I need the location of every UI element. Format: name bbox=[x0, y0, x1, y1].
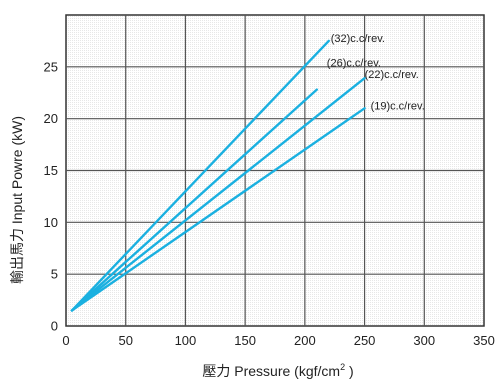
series-line bbox=[70, 39, 330, 312]
x-tick-label: 350 bbox=[473, 333, 495, 348]
y-tick-label: 20 bbox=[44, 111, 58, 126]
y-tick-label: 25 bbox=[44, 59, 58, 74]
series-label: (22)c.c/rev. bbox=[365, 69, 419, 81]
series-label: (26)c.c/rev. bbox=[327, 58, 381, 70]
series-line bbox=[70, 107, 366, 312]
series-lines bbox=[70, 39, 366, 312]
x-tick-label: 150 bbox=[234, 333, 256, 348]
y-tick-label: 0 bbox=[51, 319, 58, 334]
series-label: (19)c.c/rev. bbox=[371, 100, 425, 112]
x-tick-labels: 0 50 100 150 200 250 300 350 bbox=[62, 333, 494, 348]
y-tick-label: 15 bbox=[44, 163, 58, 178]
x-tick-label: 0 bbox=[62, 333, 69, 348]
x-axis-title: 壓力 Pressure (kgf/cm2 ) bbox=[202, 362, 353, 379]
series-label: (32)c.c/rev. bbox=[331, 33, 385, 45]
series-line bbox=[70, 88, 318, 312]
series-labels: (32)c.c/rev. (26)c.c/rev.(22)c.c/rev. (19)… bbox=[327, 33, 425, 112]
x-tick-label: 250 bbox=[354, 333, 376, 348]
x-tick-label: 200 bbox=[294, 333, 316, 348]
x-tick-label: 300 bbox=[413, 333, 435, 348]
series-line bbox=[70, 77, 366, 312]
x-tick-label: 50 bbox=[118, 333, 132, 348]
y-axis-title: 輸出馬力 Input Powre (kW) bbox=[9, 116, 25, 284]
y-tick-labels: 0 5 10 15 20 25 bbox=[44, 59, 58, 333]
x-tick-label: 100 bbox=[175, 333, 197, 348]
y-tick-label: 10 bbox=[44, 215, 58, 230]
y-tick-label: 5 bbox=[51, 267, 58, 282]
